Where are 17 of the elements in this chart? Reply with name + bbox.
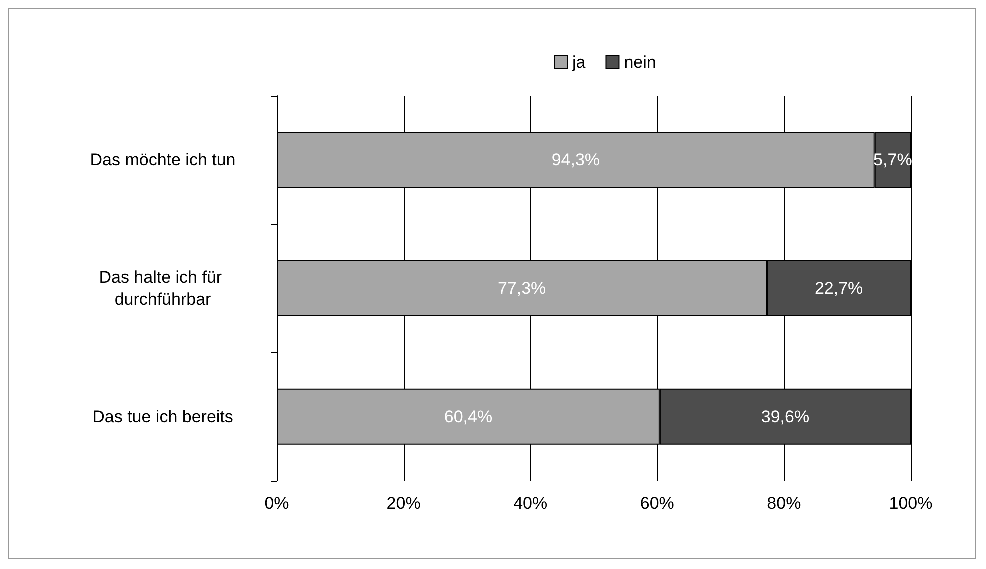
x-tick-label: 40% (514, 494, 548, 513)
x-tick-label: 0% (264, 494, 290, 513)
x-tick-label: 20% (386, 494, 421, 513)
y-tick-label: Das möchte ich tun (90, 150, 236, 170)
y-tick-label: Das halte ich für durchführbar (99, 268, 227, 309)
x-tick-label: 80% (767, 494, 802, 513)
data-label: 5,7% (874, 150, 912, 170)
x-tick-label: 100% (889, 494, 933, 513)
y-tick-label: Das tue ich bereits (92, 407, 234, 426)
data-label: 94,3% (552, 150, 600, 170)
data-label: 77,3% (498, 279, 546, 298)
legend-label: ja (572, 53, 586, 72)
data-label: 22,7% (814, 279, 864, 298)
data-label: 60,4% (444, 407, 493, 426)
data-label: 39,6% (761, 407, 810, 426)
legend-label: nein (624, 53, 656, 72)
x-tick-label: 60% (640, 494, 674, 513)
